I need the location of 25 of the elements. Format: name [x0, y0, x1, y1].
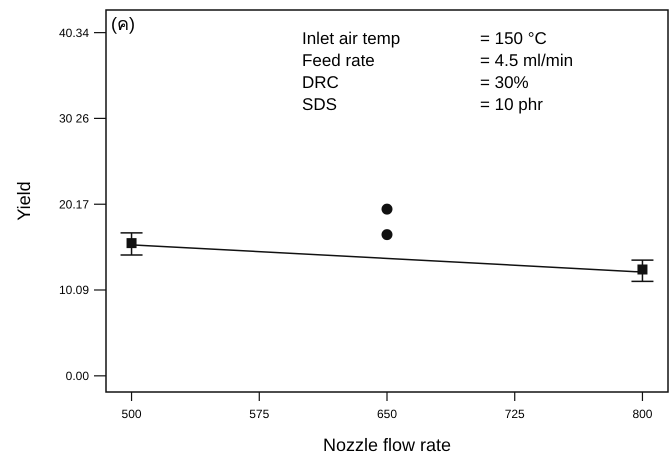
annotation: = 150 °C: [480, 29, 547, 48]
annotation: = 10 phr: [480, 95, 544, 114]
x-axis-title: Nozzle flow rate: [322, 435, 452, 455]
annotation: Inlet air temp: [302, 29, 400, 48]
annotation: SDS: [302, 95, 337, 114]
point: [637, 264, 648, 274]
y-tick-label: 10.09: [58, 283, 90, 298]
x-tick-label: 575: [249, 407, 270, 421]
annotation: Feed rate: [302, 51, 375, 70]
annotation: DRC: [302, 73, 339, 92]
point: [382, 229, 392, 240]
point: [126, 238, 137, 248]
x-tick-label: 725: [504, 407, 526, 421]
x-tick-label: 800: [632, 407, 653, 421]
x-tick-label: 650: [376, 407, 398, 421]
y-axis-title: Yield: [14, 181, 34, 221]
annotation: = 4.5 ml/min: [480, 51, 574, 70]
annotation: (ค): [111, 14, 135, 34]
y-tick-label: 40.34: [58, 26, 90, 40]
x-tick-label: 500: [122, 407, 142, 421]
annotation: = 30%: [480, 73, 529, 92]
y-tick-label: 20.17: [58, 197, 90, 212]
point: [382, 204, 392, 215]
y-tick-label: 0.00: [66, 369, 90, 384]
y-tick-label: 30 26: [58, 112, 90, 126]
